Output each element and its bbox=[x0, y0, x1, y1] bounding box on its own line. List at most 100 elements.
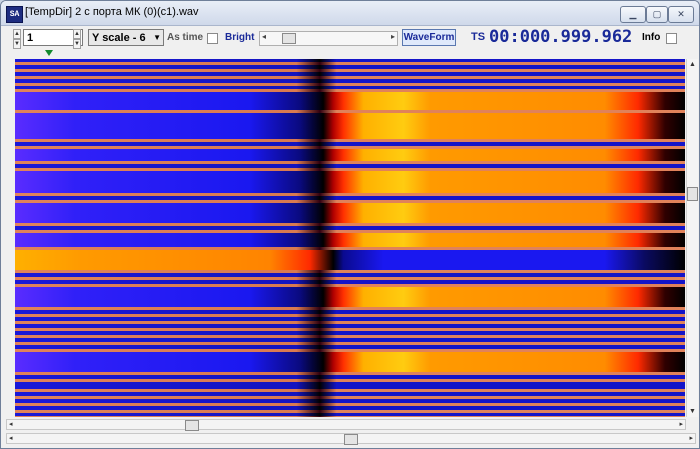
spectrogram-stripe bbox=[15, 223, 685, 226]
spectrogram-dark-band bbox=[15, 399, 685, 403]
spectrogram-orange-band bbox=[15, 250, 685, 270]
spectrogram-plot[interactable] bbox=[15, 59, 685, 417]
spin-up-icon[interactable]: ▲ bbox=[13, 29, 21, 39]
spectrogram-stripe bbox=[15, 139, 685, 142]
spectrogram-stripe bbox=[15, 62, 685, 65]
spectrogram-dark-band bbox=[15, 345, 685, 349]
channel-value: 1 bbox=[27, 32, 34, 44]
spectrogram-stripe bbox=[15, 193, 685, 196]
spectrogram-stripe bbox=[15, 416, 685, 417]
spectrogram-dark-band bbox=[15, 406, 685, 410]
spectrogram-stripe bbox=[15, 200, 685, 203]
spectrogram-stripe bbox=[15, 349, 685, 352]
spectrogram-blue-band bbox=[15, 171, 685, 193]
spectrogram-blue-band bbox=[15, 233, 685, 247]
yscale-select[interactable]: Y scale - 6 ▼ bbox=[88, 29, 164, 46]
scroll-down-icon[interactable]: ▼ bbox=[689, 408, 696, 415]
app-icon: SA bbox=[6, 6, 23, 23]
spectrogram-stripe bbox=[15, 76, 685, 79]
spectrogram-stripe bbox=[15, 389, 685, 392]
ts-label: TS bbox=[471, 31, 486, 43]
spectrogram-dark-band bbox=[15, 164, 685, 168]
spin-down-icon[interactable]: ▼ bbox=[73, 39, 81, 49]
scroll-right-icon[interactable]: ▸ bbox=[679, 421, 683, 428]
toolbar: ▲ ▼ 1 ▼ ▲ ▼ Y scale - 6 ▼ As time Bright… bbox=[1, 26, 699, 50]
channel-spinner-2[interactable]: ▲ ▼ bbox=[73, 29, 81, 49]
channel-spinner[interactable]: ▲ ▼ bbox=[13, 29, 21, 49]
astime-checkbox[interactable] bbox=[207, 33, 218, 44]
spectrogram-dark-band bbox=[15, 59, 685, 62]
spectrogram-stripe bbox=[15, 146, 685, 149]
spectrogram-stripe bbox=[15, 277, 685, 280]
position-marker-icon[interactable] bbox=[45, 50, 53, 56]
spectrogram-stripe bbox=[15, 410, 685, 413]
yscale-value: Y scale - 6 bbox=[92, 32, 146, 44]
info-checkbox[interactable] bbox=[666, 33, 677, 44]
spectrogram-stripe bbox=[15, 247, 685, 250]
spin-up-icon[interactable]: ▲ bbox=[73, 29, 81, 39]
spectrogram-stripe bbox=[15, 328, 685, 331]
spectrogram-stripe bbox=[15, 89, 685, 92]
spectrogram-dark-band bbox=[15, 375, 685, 379]
scroll-up-icon[interactable]: ▲ bbox=[689, 61, 696, 68]
spectrogram-stripe bbox=[15, 396, 685, 399]
title-bar[interactable]: SA [TempDir] 2 с порта МК (0)(c1).wav ▁ … bbox=[1, 1, 699, 26]
spectrogram-stripe bbox=[15, 372, 685, 375]
bright-slider[interactable]: ◂ ▸ bbox=[259, 31, 398, 46]
scroll-right-icon[interactable]: ▸ bbox=[689, 435, 693, 442]
scroll-left-icon[interactable]: ◂ bbox=[9, 435, 13, 442]
horizontal-scroll-thumb-bottom[interactable] bbox=[344, 434, 358, 445]
spectrogram-stripe bbox=[15, 230, 685, 233]
spectrogram-dark-band bbox=[15, 226, 685, 230]
minimize-button[interactable]: ▁ bbox=[620, 6, 646, 23]
spectrogram-dark-band bbox=[15, 338, 685, 342]
minimize-icon: ▁ bbox=[629, 9, 637, 19]
spectrogram-stripe bbox=[15, 83, 685, 86]
spin-down-icon[interactable]: ▼ bbox=[13, 39, 21, 49]
waveform-button[interactable]: WaveForm bbox=[402, 29, 456, 46]
spectrogram-dark-band bbox=[15, 382, 685, 386]
spectrogram-stripe bbox=[15, 270, 685, 273]
close-button[interactable]: ✕ bbox=[668, 6, 694, 23]
spectrogram-stripe bbox=[15, 342, 685, 345]
horizontal-scrollbar-top[interactable]: ◂ ▸ bbox=[6, 419, 686, 431]
horizontal-scrollbar-bottom[interactable]: ◂ ▸ bbox=[6, 433, 696, 445]
spectrogram-blue-band bbox=[15, 113, 685, 139]
timestamp-value: 00:000.999.962 bbox=[489, 27, 633, 47]
scroll-left-icon[interactable]: ◂ bbox=[9, 421, 13, 428]
spectrogram-stripe bbox=[15, 168, 685, 171]
spectrogram-dark-band bbox=[15, 331, 685, 335]
scroll-left-icon[interactable]: ◂ bbox=[262, 32, 267, 41]
spectrogram-stripe bbox=[15, 321, 685, 324]
spectrogram-stripe bbox=[15, 69, 685, 72]
chevron-down-icon: ▼ bbox=[153, 33, 161, 42]
spectrogram-blue-band bbox=[15, 287, 685, 307]
spectrogram-dark-band bbox=[15, 86, 685, 89]
spectrogram-blue-band bbox=[15, 203, 685, 223]
spectrogram-stripe bbox=[15, 161, 685, 164]
spectrogram-dark-band bbox=[15, 324, 685, 328]
spectrogram-dark-band bbox=[15, 280, 685, 284]
spectrogram-dark-band bbox=[15, 79, 685, 83]
spectrogram-dark-band bbox=[15, 65, 685, 69]
spectrogram-stripe bbox=[15, 284, 685, 287]
astime-label: As time bbox=[167, 32, 204, 43]
spectrogram-blue-band bbox=[15, 352, 685, 372]
spectrogram-blue-band bbox=[15, 92, 685, 110]
spectrogram-stripe bbox=[15, 307, 685, 310]
vertical-scroll-thumb[interactable] bbox=[687, 187, 698, 201]
spectrogram-stripe bbox=[15, 110, 685, 113]
close-icon: ✕ bbox=[677, 9, 685, 19]
spectrogram-dark-band bbox=[15, 72, 685, 76]
info-label: Info bbox=[642, 32, 661, 43]
horizontal-scroll-thumb-top[interactable] bbox=[185, 420, 199, 431]
scroll-right-icon[interactable]: ▸ bbox=[390, 32, 395, 41]
spectrogram-stripe bbox=[15, 403, 685, 406]
spectrogram-blue-band bbox=[15, 149, 685, 161]
spectrogram-bands bbox=[15, 59, 685, 417]
spectrogram-dark-band bbox=[15, 310, 685, 314]
bright-label: Bright bbox=[225, 32, 255, 43]
vertical-scrollbar[interactable]: ▲ ▼ bbox=[686, 59, 698, 417]
bright-slider-thumb[interactable] bbox=[282, 33, 296, 44]
maximize-button[interactable]: ▢ bbox=[646, 6, 668, 23]
